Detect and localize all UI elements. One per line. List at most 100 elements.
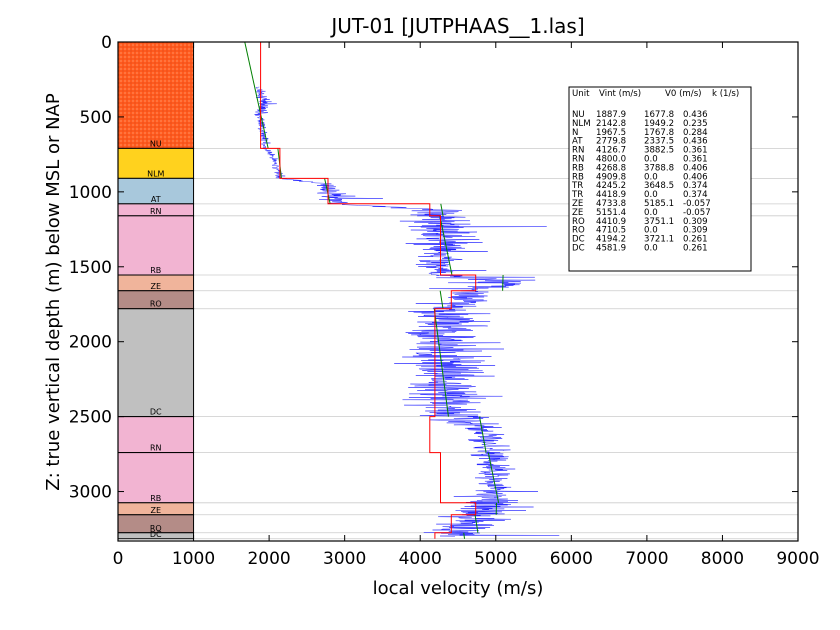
table-cell: 0.309 <box>683 226 708 236</box>
table-cell: RB <box>572 163 584 173</box>
table-cell: 4268.8 <box>596 163 626 173</box>
table-cell: 0.0 <box>644 190 658 200</box>
unit-block <box>117 308 195 418</box>
table-cell: 4410.9 <box>596 217 626 227</box>
v0k-segment <box>324 178 331 204</box>
table-cell: 0.0 <box>644 208 658 218</box>
table-cell: 0.374 <box>683 181 708 191</box>
unit-label: DC <box>150 408 162 417</box>
unit-label: RN <box>150 207 162 216</box>
v0k-segment <box>439 290 444 309</box>
x-tick-label: 2000 <box>247 549 290 569</box>
v0k-segment <box>439 215 453 276</box>
table-cell: AT <box>572 137 583 147</box>
velocity-table: Unit Vint (m/s) V0 (m/s) k (1/s) NU 1887.9 167… <box>568 86 752 272</box>
table-cell: 0.374 <box>683 190 708 200</box>
x-axis-label: local velocity (m/s) <box>373 578 544 599</box>
table-cell: 0.436 <box>683 137 708 147</box>
table-cell: 0.0 <box>644 155 658 165</box>
table-cell: 0.261 <box>683 244 708 254</box>
table-cell: RB <box>572 172 584 182</box>
table-cell: 0.261 <box>683 235 708 245</box>
x-tick-label: 5000 <box>474 549 517 569</box>
table-cell: 5185.1 <box>644 199 674 209</box>
unit-block <box>117 41 195 149</box>
table-cell: 1967.5 <box>596 128 626 138</box>
unit-label: RB <box>150 266 161 275</box>
table-cell: 4126.7 <box>596 146 626 156</box>
y-tick-label: 3000 <box>69 483 112 503</box>
v0k-segment <box>487 452 500 503</box>
unit-block <box>117 452 195 504</box>
v0k-segment <box>479 416 487 453</box>
unit-label: RB <box>150 494 161 503</box>
table-cell: 0.0 <box>644 226 658 236</box>
table-cell: 4581.9 <box>596 244 626 254</box>
y-axis-label: Z: true vertical depth (m) below MSL or … <box>43 93 64 491</box>
table-cell: 0.0 <box>644 172 658 182</box>
table-cell: 2337.5 <box>644 137 674 147</box>
table-cell: 1677.8 <box>644 110 674 120</box>
table-cell: -0.057 <box>683 199 711 209</box>
unit-label: RO <box>150 300 162 309</box>
table-header: k (1/s) <box>712 89 739 99</box>
table-cell: N <box>572 128 578 138</box>
x-tick-label: 9000 <box>776 549 819 569</box>
table-cell: 1949.2 <box>644 119 674 129</box>
table-cell: 4800.0 <box>596 155 626 165</box>
table-cell: 2779.8 <box>596 137 626 147</box>
table-cell: NU <box>572 110 585 120</box>
table-cell: TR <box>571 181 583 191</box>
table-cell: 1767.8 <box>644 128 674 138</box>
y-tick-label: 2500 <box>69 408 112 428</box>
table-cell: 0.406 <box>683 163 708 173</box>
table-cell: 5151.4 <box>596 208 626 218</box>
table-cell: RO <box>572 226 585 236</box>
table-cell: 2142.8 <box>596 119 626 129</box>
table-cell: 3721.1 <box>644 235 674 245</box>
v0k-segment <box>463 532 466 539</box>
table-cell: RN <box>572 146 584 156</box>
table-cell: 4710.5 <box>596 226 626 236</box>
v0k-segment <box>244 42 269 149</box>
x-axis: 0 1000 2000 3000 4000 5000 6000 7000 8000 9000 <box>113 42 820 569</box>
table-cell: 0.0 <box>644 244 658 254</box>
unit-block <box>117 215 195 276</box>
table-cell: 0.361 <box>683 146 708 156</box>
v0k-segment <box>474 514 479 533</box>
unit-label: ZE <box>151 506 162 515</box>
unit-label: RN <box>150 444 162 453</box>
velocity-log-trace <box>254 86 560 537</box>
table-cell: 4194.2 <box>596 235 626 245</box>
interval-velocity-line <box>260 42 477 539</box>
table-cell: DC <box>572 235 585 245</box>
table-cell: 1887.9 <box>596 110 626 120</box>
table-cell: 3648.5 <box>644 181 674 191</box>
table-cell: -0.057 <box>683 208 711 218</box>
table-cell: 3882.5 <box>644 146 674 156</box>
y-axis: 0 500 1000 1500 2000 2500 3000 <box>69 33 798 503</box>
table-cell: 0.235 <box>683 119 708 129</box>
table-header: V0 (m/s) <box>665 89 702 99</box>
table-cell: 0.309 <box>683 217 708 227</box>
y-tick-label: 0 <box>101 33 112 53</box>
v0k-segment <box>433 308 449 417</box>
table-header: Vint (m/s) <box>599 89 641 99</box>
y-tick-label: 500 <box>80 108 112 128</box>
table-cell: 0.284 <box>683 128 708 138</box>
table-cell: 4733.8 <box>596 199 626 209</box>
x-tick-label: 8000 <box>701 549 744 569</box>
table-cell: 0.361 <box>683 155 708 165</box>
y-tick-label: 1500 <box>69 258 112 278</box>
table-cell: NLM <box>572 119 591 129</box>
unit-label: AT <box>151 195 161 204</box>
plot-frame <box>117 41 799 542</box>
unit-label: RO <box>150 524 162 533</box>
x-tick-label: 4000 <box>399 549 442 569</box>
vint-series <box>260 42 477 539</box>
table-frame <box>568 86 752 272</box>
x-tick-label: 0 <box>113 549 124 569</box>
table-cell: ZE <box>572 199 583 209</box>
table-cell: RN <box>572 155 584 165</box>
